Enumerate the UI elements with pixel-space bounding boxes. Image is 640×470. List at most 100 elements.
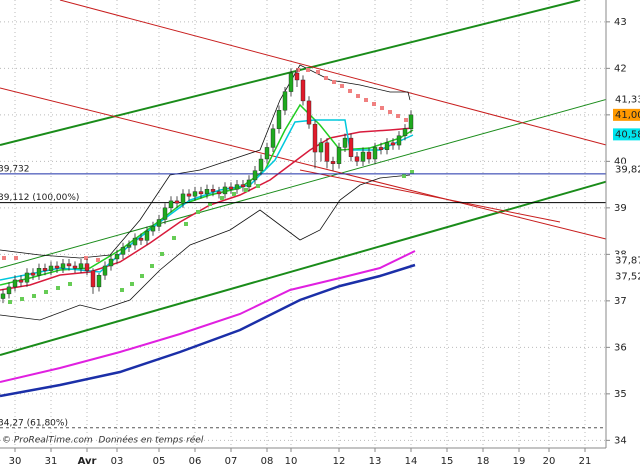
x-tick-label: 05 [153,456,166,467]
candle-body [192,191,198,197]
candle-body [306,100,312,125]
candle-body [228,186,234,190]
candle-body [24,272,30,283]
candle-body [102,265,108,276]
candle-body [300,79,306,102]
candle-body [96,275,102,288]
price-tag-label: 39,82 [615,165,640,176]
candle-body [330,161,336,164]
candle-body [48,265,54,271]
level-label: 39,732 [0,164,30,174]
candle-body [246,179,252,188]
candle-body [126,244,132,248]
sar-dots [8,170,414,304]
x-tick-label: 14 [405,456,418,467]
price-tag [613,163,640,176]
candle-body [336,147,342,164]
candle-body [282,91,288,111]
candle-body [72,265,78,269]
candle-body [396,135,402,146]
x-tick-label: 06 [189,456,202,467]
candle-body [384,142,390,150]
x-tick-label: 03 [111,456,124,467]
candle-body [138,237,144,241]
x-tick-label: 13 [369,456,382,467]
candle-body [348,137,354,157]
candle-body [162,207,168,220]
candle-body [288,72,294,92]
candle-body [168,200,174,209]
candle-body [312,123,318,153]
candle-body [6,286,12,295]
candles [0,68,414,304]
candle-body [0,293,6,299]
x-tick-label: Avr [78,456,97,467]
price-tag-label: 37,52 [615,272,640,283]
candle-body [342,137,348,148]
candle-body [42,268,48,271]
candle-body [114,254,120,260]
candle-body [252,170,258,181]
candle-body [156,219,162,227]
candle-body [198,191,204,195]
band-lower [0,174,411,321]
candle-body [324,142,330,162]
price-tag-label: 40,58 [615,129,640,140]
axis-panel [0,448,640,470]
trend-line [0,0,581,146]
candle-body [30,272,36,276]
price-tag-label: 37,87 [615,255,640,266]
sar-dots [2,68,408,262]
axis-panel [606,0,640,470]
candle-body [12,279,18,288]
candle-body [18,279,24,283]
axes: 343536373839404142433031Avr0305060708101… [9,17,640,467]
x-tick-label: 10 [285,456,298,467]
candle-body [408,114,414,130]
candle-body [318,142,324,153]
candle-body [222,186,228,195]
magenta-average [0,250,416,383]
candle-body [276,110,282,130]
candle-body [174,200,180,204]
x-tick-label: 15 [441,456,454,467]
source-note: © ProRealTime.com Données en temps réel [2,435,204,446]
x-tick-label: 31 [45,456,58,467]
x-tick-label: 08 [261,456,274,467]
x-tick-label: 20 [543,456,556,467]
x-tick-label: 18 [477,456,490,467]
price-tag-label: 41,33 [615,95,640,106]
candle-body [366,151,372,160]
candle-body [378,147,384,150]
price-tag [613,270,640,283]
candle-body [186,193,192,197]
blue-average [0,263,416,398]
y-tick-label: 39 [614,203,627,214]
y-tick-label: 34 [614,435,627,446]
candle-body [54,265,60,269]
price-tag [613,128,640,141]
candle-body [294,72,300,81]
x-tick-label: 19 [513,456,526,467]
candle-body [108,258,114,267]
candle-body [402,128,408,136]
candle-body [360,151,366,162]
y-tick-label: 37 [614,296,627,307]
candle-body [144,230,150,241]
price-tag [613,254,640,267]
candle-body [78,263,84,269]
trend-line [59,0,611,147]
x-tick-label: 21 [579,456,592,467]
price-tag [613,93,640,106]
x-tick-label: 07 [225,456,238,467]
candle-body [264,147,270,160]
y-tick-label: 42 [614,63,627,74]
candle-body [354,156,360,162]
y-tick-label: 36 [614,342,627,353]
candle-body [36,268,42,276]
candle-body [90,270,96,288]
level-label: 34,27 (61,80%) [0,418,68,428]
candle-body [372,147,378,160]
candle-body [150,226,156,232]
